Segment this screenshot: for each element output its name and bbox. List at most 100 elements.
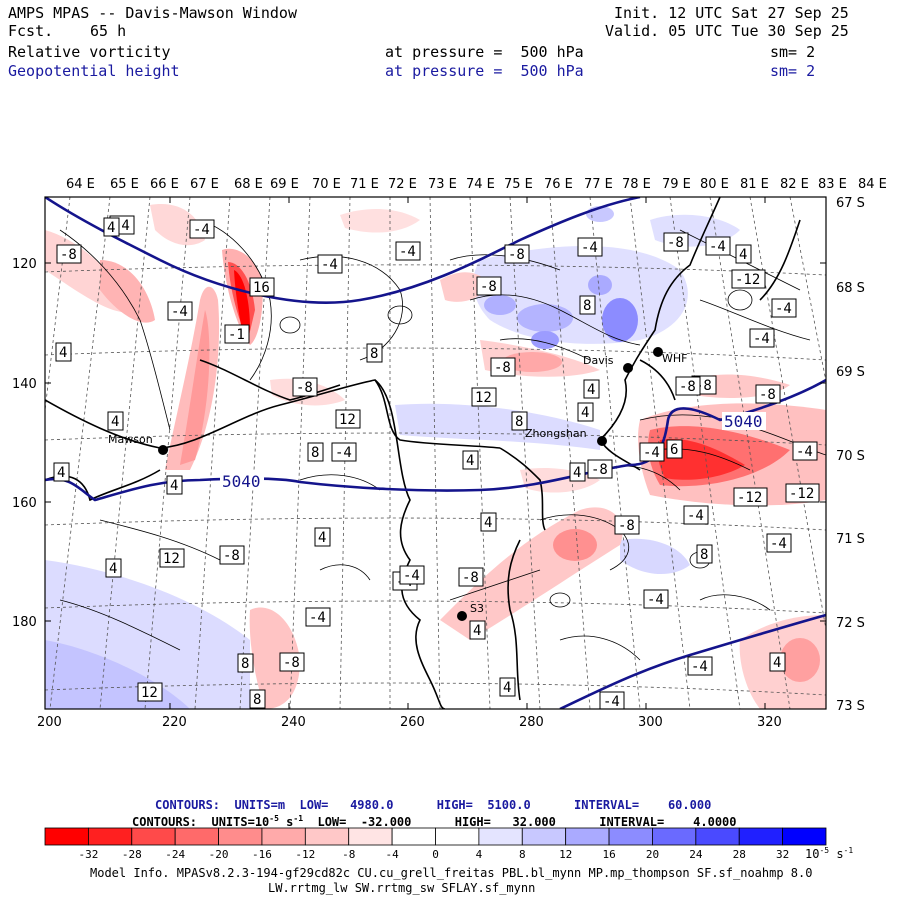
svg-text:8: 8 xyxy=(253,692,261,708)
field2-smooth: sm= 2 xyxy=(770,62,816,80)
lon-label: 80 E xyxy=(700,177,729,192)
svg-text:-4: -4 xyxy=(403,568,420,584)
lon-label: 82 E xyxy=(780,177,809,192)
vorticity-label: -4 xyxy=(687,656,713,676)
vorticity-label: 4 xyxy=(569,462,586,482)
svg-text:-8: -8 xyxy=(759,387,776,403)
svg-text:-4: -4 xyxy=(770,536,787,552)
vorticity-label: -4 xyxy=(643,589,669,609)
svg-text:4: 4 xyxy=(111,414,119,430)
vorticity-label: -4 xyxy=(317,254,343,274)
svg-text:8: 8 xyxy=(370,346,378,362)
vorticity-label: 4 xyxy=(469,620,486,640)
svg-text:-4: -4 xyxy=(193,222,210,238)
height-label-2: 5040 xyxy=(724,412,763,431)
colorbar-swatch xyxy=(782,827,827,846)
shaded-field: -44 -4-8-4-4 -8 -416-4-14-488128-8-84-12-8-… xyxy=(45,197,826,709)
contours-height-legend: CONTOURS: UNITS=m LOW= 4980.0 HIGH= 5100… xyxy=(155,798,712,812)
vorticity-label: -12 xyxy=(785,483,820,503)
colorbar-tick-label: -12 xyxy=(295,848,315,861)
x-tick-label: 240 xyxy=(281,715,306,730)
vorticity-label: -4 xyxy=(683,505,709,525)
lon-label: 69 E xyxy=(270,177,299,192)
colorbar-swatch xyxy=(87,827,133,846)
lon-label: 72 E xyxy=(388,177,417,192)
vorticity-label: 12 xyxy=(471,387,497,407)
vorticity-label: 4 xyxy=(53,462,70,482)
height-labels: 5040 5040 xyxy=(220,412,766,491)
vorticity-label: 12 xyxy=(137,682,163,702)
svg-text:4: 4 xyxy=(170,478,178,494)
colorbar-tick-label: -28 xyxy=(122,848,142,861)
colorbar-tick-label: 8 xyxy=(519,848,526,861)
y-tick-label: 120 xyxy=(12,257,37,272)
vorticity-label: -4 xyxy=(189,219,215,239)
colorbar-swatch xyxy=(261,827,306,846)
vorticity-label: -4 xyxy=(771,298,797,318)
colorbar-swatch xyxy=(218,827,263,846)
forecast-hour: 65 h xyxy=(90,22,127,40)
lon-label: 66 E xyxy=(150,177,179,192)
colorbar-swatch xyxy=(391,827,436,846)
vorticity-label: 12 xyxy=(159,548,185,568)
vorticity-label: -8 xyxy=(279,652,305,672)
colorbar xyxy=(44,827,827,846)
svg-text:-4: -4 xyxy=(647,592,664,608)
colorbar-swatch xyxy=(565,827,610,846)
lon-label: 74 E xyxy=(466,177,495,192)
station-davis-marker xyxy=(623,363,633,373)
svg-text:4: 4 xyxy=(107,220,115,236)
svg-text:4: 4 xyxy=(581,405,589,421)
svg-text:12: 12 xyxy=(163,551,180,567)
svg-text:-4: -4 xyxy=(775,301,792,317)
lon-label: 67 E xyxy=(190,177,219,192)
vorticity-label: -8 xyxy=(663,232,689,252)
vorticity-label: -4 xyxy=(705,236,731,256)
svg-text:-4: -4 xyxy=(171,304,188,320)
lon-label: 83 E xyxy=(818,177,847,192)
svg-text:-4: -4 xyxy=(321,257,338,273)
lon-label: 76 E xyxy=(544,177,573,192)
colorbar-tick-label: 32 xyxy=(776,848,789,861)
graticule xyxy=(45,197,826,709)
vorticity-label: 8 xyxy=(579,295,596,315)
vorticity-label: 4 xyxy=(583,379,600,399)
lat-label: 67 S xyxy=(836,196,865,211)
svg-text:-4: -4 xyxy=(687,508,704,524)
svg-text:-4: -4 xyxy=(399,244,416,260)
vorticity-label: -8 xyxy=(458,567,484,587)
field1-smooth: sm= 2 xyxy=(770,43,816,61)
station-zhongshan-marker xyxy=(597,436,607,446)
vorticity-label: 4 xyxy=(105,558,122,578)
vorticity-label: 4 xyxy=(314,527,331,547)
vorticity-label: 8 xyxy=(249,689,266,709)
chart-title: AMPS MPAS -- Davis-Mawson Window xyxy=(8,4,297,22)
vorticity-label: -4 xyxy=(305,607,331,627)
x-tick-label: 260 xyxy=(400,715,425,730)
lon-label: 75 E xyxy=(504,177,533,192)
svg-text:-8: -8 xyxy=(480,279,497,295)
vorticity-label: -4 xyxy=(599,691,625,709)
svg-text:4: 4 xyxy=(57,465,65,481)
x-tick-label: 320 xyxy=(757,715,782,730)
colorbar-swatch xyxy=(608,827,653,846)
svg-text:8: 8 xyxy=(515,414,523,430)
y-tick-label: 160 xyxy=(12,496,37,511)
colorbar-swatch xyxy=(174,827,219,846)
svg-text:-8: -8 xyxy=(508,247,525,263)
vorticity-label: 4 xyxy=(107,411,124,431)
colorbar-swatch xyxy=(652,827,697,846)
colorbar-tick-label: 4 xyxy=(476,848,483,861)
lon-label: 84 E xyxy=(858,177,887,192)
colorbar-tick-label: 12 xyxy=(559,848,572,861)
vorticity-label: -8 xyxy=(755,384,781,404)
vorticity-label: -8 xyxy=(490,357,516,377)
svg-text:-12: -12 xyxy=(737,490,762,506)
vorticity-label: 16 xyxy=(249,277,275,297)
x-tick-label: 280 xyxy=(519,715,544,730)
vorticity-label: -8 xyxy=(675,376,701,396)
init-time: Init. 12 UTC Sat 27 Sep 25 xyxy=(614,4,849,22)
colorbar-swatch xyxy=(695,827,740,846)
vorticity-label: 8 xyxy=(696,544,713,564)
colorbar-labels: -32 -28 -24 -20 -16 -12 -8 -4 0 4 8 12 16 20 24 28 32 xyxy=(78,848,789,861)
